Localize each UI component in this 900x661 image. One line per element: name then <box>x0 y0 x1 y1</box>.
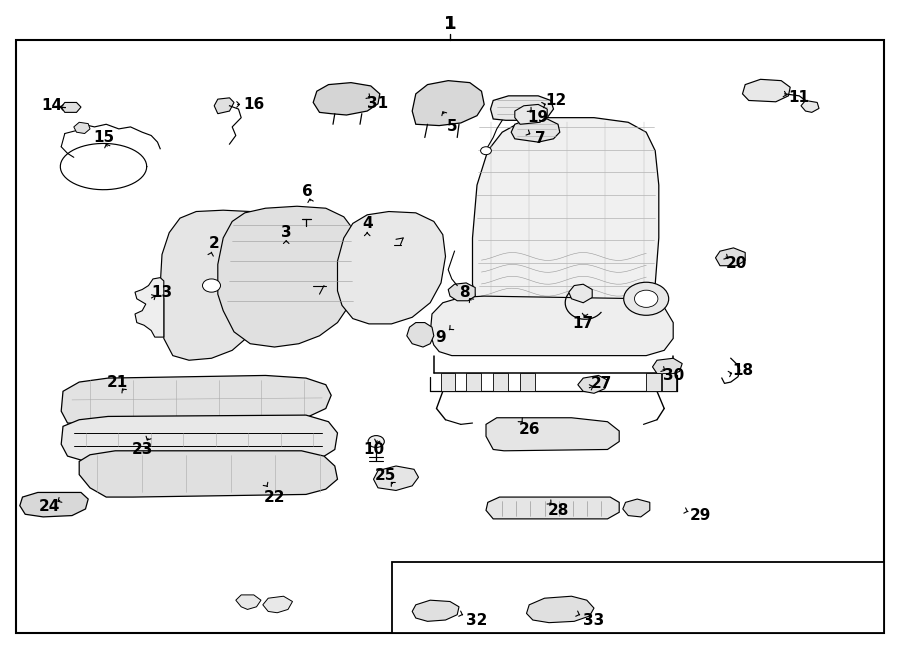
Text: 18: 18 <box>732 363 753 377</box>
Text: 16: 16 <box>243 97 265 112</box>
Text: 33: 33 <box>583 613 605 627</box>
Polygon shape <box>218 206 358 347</box>
Polygon shape <box>20 492 88 517</box>
Bar <box>504 430 517 444</box>
Text: 26: 26 <box>518 422 540 437</box>
Polygon shape <box>448 283 475 301</box>
Text: 10: 10 <box>363 442 384 457</box>
Polygon shape <box>79 451 338 497</box>
Text: 13: 13 <box>151 285 173 299</box>
Polygon shape <box>491 96 554 120</box>
Text: 9: 9 <box>436 330 446 344</box>
Bar <box>392 562 884 633</box>
Bar <box>538 430 551 444</box>
Text: 7: 7 <box>535 132 545 146</box>
Polygon shape <box>526 596 594 623</box>
Polygon shape <box>374 466 419 490</box>
Text: 21: 21 <box>106 375 128 389</box>
Text: 24: 24 <box>39 499 60 514</box>
Circle shape <box>368 436 384 447</box>
Text: 5: 5 <box>446 120 457 134</box>
Text: 1: 1 <box>444 15 456 34</box>
Text: 19: 19 <box>527 110 549 125</box>
Polygon shape <box>61 102 81 112</box>
Text: 23: 23 <box>131 442 153 457</box>
Bar <box>576 426 603 444</box>
Polygon shape <box>160 210 274 360</box>
Polygon shape <box>74 122 90 134</box>
Text: 20: 20 <box>725 256 747 270</box>
Polygon shape <box>578 375 608 393</box>
Circle shape <box>624 282 669 315</box>
Polygon shape <box>716 248 745 266</box>
Bar <box>556 430 569 444</box>
Text: 30: 30 <box>662 368 684 383</box>
Bar <box>662 373 676 391</box>
Bar <box>646 373 661 391</box>
Text: 8: 8 <box>459 285 470 299</box>
Polygon shape <box>412 81 484 126</box>
Text: 31: 31 <box>367 96 389 110</box>
Polygon shape <box>486 497 619 519</box>
Polygon shape <box>412 600 459 621</box>
Polygon shape <box>135 278 164 337</box>
Text: 11: 11 <box>788 91 810 105</box>
Polygon shape <box>511 119 560 142</box>
Text: 2: 2 <box>209 236 220 251</box>
Polygon shape <box>313 83 380 115</box>
Polygon shape <box>61 375 331 424</box>
Polygon shape <box>430 296 673 356</box>
Polygon shape <box>623 499 650 517</box>
Text: 22: 22 <box>264 490 285 504</box>
Bar <box>466 373 481 391</box>
Polygon shape <box>801 100 819 112</box>
Text: 27: 27 <box>590 376 612 391</box>
Polygon shape <box>263 596 293 613</box>
Bar <box>493 373 508 391</box>
Bar <box>441 373 455 391</box>
Text: 1: 1 <box>444 15 456 34</box>
Polygon shape <box>214 98 234 114</box>
Polygon shape <box>236 595 261 609</box>
Text: 3: 3 <box>281 225 292 240</box>
Polygon shape <box>472 118 659 309</box>
Text: 25: 25 <box>374 469 396 483</box>
Text: 32: 32 <box>466 613 488 627</box>
Text: 6: 6 <box>302 184 313 199</box>
Text: 12: 12 <box>545 93 567 108</box>
Polygon shape <box>742 79 790 102</box>
Polygon shape <box>61 415 338 463</box>
Bar <box>520 430 533 444</box>
Text: 28: 28 <box>547 503 569 518</box>
Polygon shape <box>338 212 446 324</box>
Text: 29: 29 <box>689 508 711 523</box>
Circle shape <box>481 147 491 155</box>
Polygon shape <box>407 323 434 347</box>
Polygon shape <box>652 358 682 375</box>
Polygon shape <box>569 284 592 303</box>
Text: 4: 4 <box>362 216 373 231</box>
Bar <box>520 373 535 391</box>
Circle shape <box>202 279 220 292</box>
Text: 14: 14 <box>41 98 63 113</box>
Circle shape <box>634 290 658 307</box>
Polygon shape <box>486 418 619 451</box>
Bar <box>16 40 884 633</box>
Polygon shape <box>515 104 547 124</box>
Text: 17: 17 <box>572 317 594 331</box>
Text: 15: 15 <box>93 130 114 145</box>
